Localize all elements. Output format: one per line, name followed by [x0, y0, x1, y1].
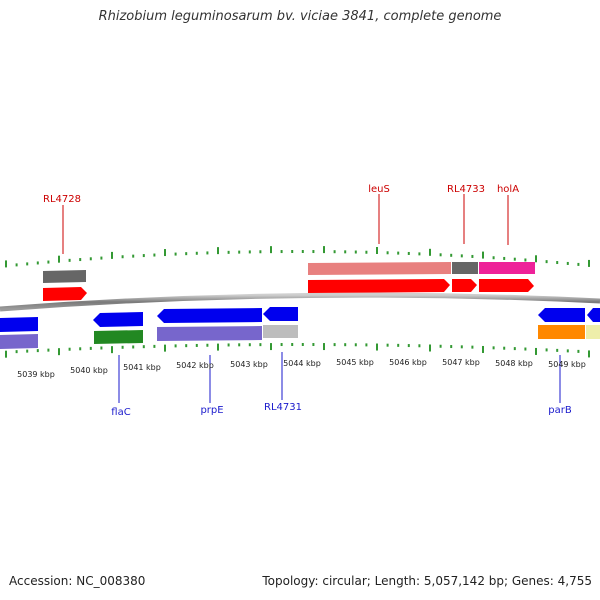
- gene-label-rl4728: RL4728: [43, 194, 81, 205]
- scale-label: 5048 kbp: [495, 359, 533, 368]
- gene-feature: [0, 334, 38, 349]
- outer-ticks: [5, 246, 590, 268]
- gene-label-leus: leuS: [368, 184, 390, 195]
- gene-feature: [94, 330, 143, 344]
- gene-label-rl4731: RL4731: [264, 402, 302, 413]
- gene-feature: [452, 262, 478, 274]
- scale-label: 5039 kbp: [17, 370, 55, 379]
- genome-backbone: [0, 292, 600, 312]
- gene-feature: [263, 307, 298, 321]
- map-title: Rhizobium leguminosarum bv. viciae 3841,…: [98, 9, 502, 24]
- gene-feature: [452, 279, 477, 292]
- gene-feature: [538, 308, 585, 322]
- gene-feature: [308, 262, 451, 275]
- accession-text: Accession: NC_008380: [9, 574, 146, 588]
- gene-label-parb: parB: [548, 405, 572, 416]
- gene-feature: [157, 326, 262, 341]
- scale-label: 5045 kbp: [336, 358, 374, 367]
- scale-label: 5047 kbp: [442, 358, 480, 367]
- gene-label-hola: holA: [497, 184, 519, 195]
- gene-feature: [586, 325, 600, 339]
- scale-label: 5043 kbp: [230, 360, 268, 369]
- gene-feature: [43, 287, 87, 301]
- scale-label: 5046 kbp: [389, 358, 427, 367]
- gene-feature: [479, 279, 534, 292]
- gene-label-flac: flaC: [111, 407, 130, 418]
- gene-feature: [479, 262, 535, 274]
- gene-feature: [0, 317, 38, 332]
- scale-label: 5040 kbp: [70, 366, 108, 375]
- gene-feature: [587, 308, 600, 322]
- genome-stats-text: Topology: circular; Length: 5,057,142 bp…: [262, 574, 592, 588]
- gene-feature: [263, 325, 298, 338]
- gene-label-prpe: prpE: [200, 405, 223, 416]
- gene-feature: [538, 325, 585, 339]
- gene-label-rl4733: RL4733: [447, 184, 485, 195]
- gene-feature: [157, 308, 262, 323]
- gene-feature: [308, 279, 450, 293]
- label-leaders: [62, 194, 561, 403]
- inner-ticks: [5, 343, 590, 358]
- gene-feature: [43, 270, 86, 283]
- scale-label: 5042 kbp: [176, 361, 214, 370]
- scale-label: 5044 kbp: [283, 359, 321, 368]
- scale-label: 5049 kbp: [548, 360, 586, 369]
- gene-features: [0, 262, 600, 349]
- scale-label: 5041 kbp: [123, 363, 161, 372]
- gene-feature: [93, 312, 143, 327]
